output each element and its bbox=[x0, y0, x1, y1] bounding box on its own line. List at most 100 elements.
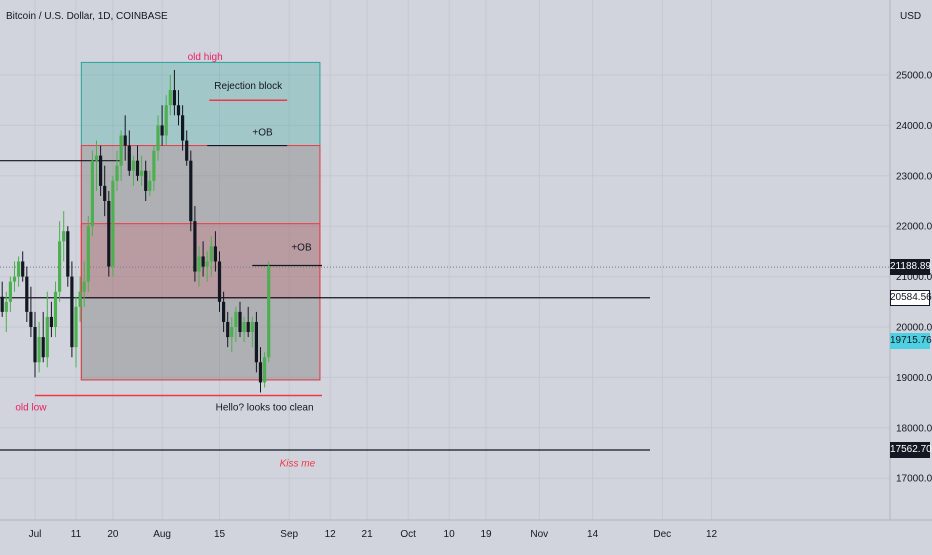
candle-up bbox=[156, 125, 160, 151]
y-tick-label: 22000.00 bbox=[896, 222, 932, 233]
x-tick-label: Aug bbox=[153, 529, 171, 540]
candle-up bbox=[250, 321, 254, 333]
candle-up bbox=[119, 135, 123, 166]
candle-down bbox=[21, 261, 25, 277]
time-axis[interactable]: Jul 11 20 Aug 15 Sep 12 21 Oct 10 19 Nov 14 Dec 12 bbox=[29, 529, 718, 540]
candle-up bbox=[58, 241, 62, 292]
x-tick-label: 15 bbox=[214, 529, 226, 540]
candle-down bbox=[29, 311, 33, 327]
currency-label[interactable]: USD bbox=[900, 11, 922, 22]
candle-down bbox=[0, 296, 4, 312]
price-tag: 21188.89 bbox=[890, 259, 931, 276]
candle-down bbox=[172, 90, 176, 106]
candle-down bbox=[213, 246, 217, 262]
candle-up bbox=[148, 180, 152, 191]
y-tick-label: 24000.00 bbox=[896, 121, 932, 132]
chart-annotation[interactable]: +OB bbox=[252, 127, 273, 138]
x-tick-label: Dec bbox=[653, 529, 671, 540]
candle-down bbox=[201, 256, 205, 267]
candle-down bbox=[226, 321, 230, 338]
candle-up bbox=[86, 226, 90, 282]
candle-down bbox=[103, 185, 107, 201]
candle-down bbox=[258, 362, 263, 383]
candle-up bbox=[140, 170, 144, 176]
candle-up bbox=[131, 160, 135, 171]
chart-annotation[interactable]: old high bbox=[188, 52, 223, 63]
candle-up bbox=[230, 327, 234, 338]
candle-down bbox=[127, 145, 131, 171]
candle-up bbox=[111, 180, 115, 267]
y-tick-label: 17000.00 bbox=[896, 474, 932, 485]
y-tick-label: 25000.00 bbox=[896, 71, 932, 82]
x-tick-label: 10 bbox=[444, 529, 456, 540]
red-zone-box[interactable] bbox=[80, 145, 321, 381]
y-tick-label: 23000.00 bbox=[896, 171, 932, 182]
candle-down bbox=[135, 160, 140, 176]
x-tick-label: 19 bbox=[480, 529, 492, 540]
symbol-title[interactable]: Bitcoin / U.S. Dollar, 1D, COINBASE bbox=[6, 11, 168, 22]
x-tick-label: 12 bbox=[706, 529, 718, 540]
candle-up bbox=[53, 291, 58, 327]
candle-down bbox=[246, 321, 250, 333]
candle-up bbox=[152, 150, 156, 181]
chart-annotation[interactable]: +OB bbox=[291, 242, 312, 253]
candle-up bbox=[168, 90, 172, 106]
x-tick-label: 20 bbox=[107, 529, 119, 540]
candle-down bbox=[144, 170, 148, 191]
zones-layer bbox=[80, 61, 321, 381]
candle-up bbox=[82, 281, 86, 292]
candle-down bbox=[189, 160, 193, 222]
candle-up bbox=[78, 291, 82, 307]
chart-annotation[interactable]: Rejection block bbox=[214, 81, 283, 92]
x-tick-label: Nov bbox=[530, 529, 548, 540]
candle-down bbox=[107, 201, 111, 267]
chart-annotation[interactable]: Kiss me bbox=[280, 459, 316, 470]
candle-down bbox=[160, 125, 164, 136]
candles-layer bbox=[0, 69, 271, 393]
grid-lines bbox=[0, 0, 890, 520]
candle-down bbox=[41, 337, 45, 358]
y-tick-label: 20000.00 bbox=[896, 323, 932, 334]
candle-down bbox=[238, 311, 242, 333]
candle-down bbox=[123, 135, 127, 146]
candle-up bbox=[205, 261, 209, 267]
price-tag: 20584.56 bbox=[890, 289, 932, 306]
candle-up bbox=[197, 256, 201, 272]
candle-down bbox=[193, 221, 197, 272]
candle-up bbox=[8, 281, 12, 302]
candle-down bbox=[66, 231, 70, 277]
candle-down bbox=[49, 316, 53, 327]
candle-down bbox=[185, 140, 189, 161]
candle-down bbox=[217, 261, 222, 302]
y-tick-label: 18000.00 bbox=[896, 423, 932, 434]
red-zone-box[interactable] bbox=[80, 223, 321, 299]
candle-up bbox=[12, 276, 17, 282]
x-tick-label: 12 bbox=[325, 529, 337, 540]
teal-zone-box[interactable] bbox=[80, 61, 321, 381]
candle-up bbox=[263, 357, 267, 383]
candle-down bbox=[25, 276, 29, 312]
candle-up bbox=[94, 155, 99, 161]
candle-up bbox=[234, 311, 238, 327]
price-axis[interactable]: 17000.00 18000.00 19000.00 20000.00 21000.00… bbox=[896, 71, 932, 485]
chart-annotation[interactable]: old low bbox=[15, 403, 47, 414]
candle-up bbox=[4, 301, 8, 312]
horizontal-lines-layer bbox=[0, 99, 650, 451]
candle-down bbox=[99, 155, 103, 186]
x-tick-label: Jul bbox=[29, 529, 42, 540]
candle-up bbox=[267, 267, 271, 358]
candle-down bbox=[33, 327, 37, 363]
candle-up bbox=[209, 246, 213, 262]
candle-up bbox=[62, 231, 66, 242]
y-tick-label: 19000.00 bbox=[896, 373, 932, 384]
candle-up bbox=[17, 261, 21, 277]
x-tick-label: 21 bbox=[362, 529, 374, 540]
chart-annotation[interactable]: Hello? looks too clean bbox=[216, 403, 314, 414]
candle-down bbox=[222, 301, 226, 322]
candle-up bbox=[164, 105, 168, 136]
x-tick-label: 11 bbox=[71, 529, 82, 540]
candle-down bbox=[70, 276, 74, 348]
candle-up bbox=[90, 160, 94, 227]
candle-up bbox=[242, 321, 246, 333]
